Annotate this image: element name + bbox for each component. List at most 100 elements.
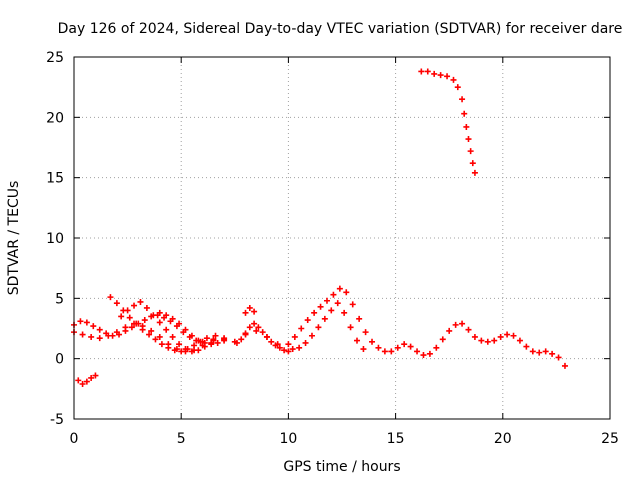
x-axis-label: GPS time / hours (283, 459, 400, 475)
data-point (334, 300, 341, 307)
y-tick-label: 10 (46, 231, 64, 247)
data-point (356, 315, 363, 322)
data-point (126, 314, 133, 321)
data-point (212, 332, 219, 339)
data-point (201, 339, 208, 346)
data-point (323, 297, 330, 304)
x-tick-label: 5 (177, 431, 186, 447)
plot-frame (73, 56, 611, 420)
data-point (426, 350, 433, 357)
data-point (478, 337, 485, 344)
data-point (461, 110, 468, 117)
data-point (296, 344, 303, 351)
data-point (369, 338, 376, 345)
data-point (259, 329, 266, 336)
data-point (321, 315, 328, 322)
data-point (459, 320, 466, 327)
data-point (285, 348, 292, 355)
data-point (83, 378, 90, 385)
data-point (418, 68, 425, 75)
data-point (152, 336, 159, 343)
data-point (311, 309, 318, 316)
data-point (105, 332, 112, 339)
data-point (439, 336, 446, 343)
data-point (471, 333, 478, 340)
data-point (510, 332, 517, 339)
data-point (304, 317, 311, 324)
data-point (156, 309, 163, 316)
data-point (195, 337, 202, 344)
data-point (122, 324, 129, 331)
data-point (497, 333, 504, 340)
data-point (336, 285, 343, 292)
data-point (471, 169, 478, 176)
series-5 (156, 309, 228, 348)
x-tick-label: 10 (279, 431, 297, 447)
data-point (420, 352, 427, 359)
data-point (251, 308, 258, 315)
data-point (253, 327, 260, 334)
data-point (107, 294, 114, 301)
x-tick-label: 0 (70, 431, 79, 447)
data-point (465, 136, 472, 143)
data-point (118, 313, 125, 320)
data-point (191, 342, 198, 349)
data-point (169, 315, 176, 322)
data-point (360, 346, 367, 353)
data-point (263, 333, 270, 340)
data-point (150, 312, 157, 319)
data-point (77, 318, 84, 325)
data-point (444, 73, 451, 80)
data-point (467, 148, 474, 155)
data-point (437, 72, 444, 79)
y-tick-label: 5 (55, 291, 64, 307)
data-point (298, 325, 305, 332)
x-tick-label: 20 (494, 431, 512, 447)
data-point (163, 312, 170, 319)
data-point (272, 342, 279, 349)
data-point (433, 344, 440, 351)
data-point (96, 326, 103, 333)
data-point (143, 304, 150, 311)
data-point (137, 298, 144, 305)
data-point (375, 344, 382, 351)
data-point (188, 332, 195, 339)
data-point (431, 70, 438, 77)
series-6 (75, 372, 99, 388)
data-point (203, 335, 210, 342)
data-point (113, 300, 120, 307)
data-point (178, 348, 185, 355)
data-point (233, 339, 240, 346)
data-point (242, 309, 249, 316)
data-point (452, 321, 459, 328)
data-point (139, 326, 146, 333)
series-8 (242, 304, 258, 316)
data-point (465, 326, 472, 333)
x-tick-label: 25 (601, 431, 619, 447)
data-point (349, 301, 356, 308)
data-point (255, 324, 262, 331)
data-point (516, 337, 523, 344)
data-point (131, 302, 138, 309)
data-point (195, 347, 202, 354)
data-point (214, 339, 221, 346)
data-point (96, 335, 103, 342)
data-point (221, 337, 228, 344)
data-point (388, 348, 395, 355)
series-11 (418, 68, 478, 176)
data-point (285, 341, 292, 348)
series-7 (233, 320, 296, 355)
data-point (529, 348, 536, 355)
data-point (182, 346, 189, 353)
data-point (276, 344, 283, 351)
data-point (484, 338, 491, 345)
data-point (90, 323, 97, 330)
data-point (446, 327, 453, 334)
data-point (523, 343, 530, 350)
data-point (549, 350, 556, 357)
data-point (542, 348, 549, 355)
data-point (302, 339, 309, 346)
x-tick-labels: 0 5 10 15 20 25 (70, 431, 619, 447)
data-point (176, 341, 183, 348)
y-tick-labels: -5 0 5 10 15 20 25 (46, 50, 64, 428)
